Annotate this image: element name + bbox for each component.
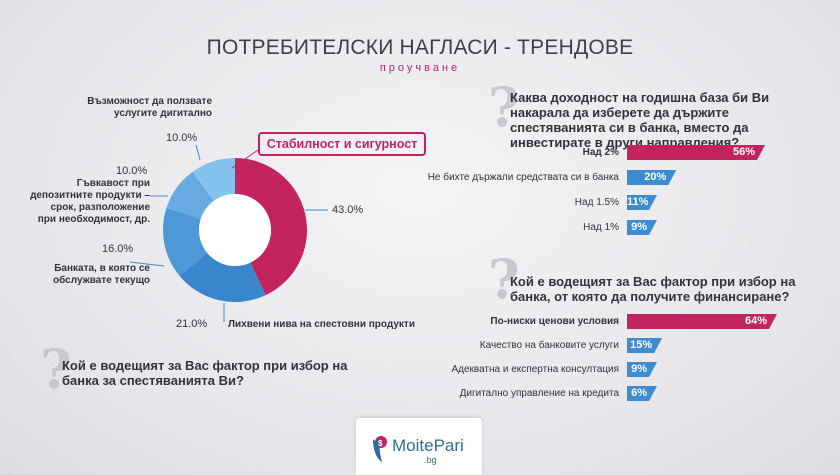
bar-label: Дигитално управление на кредита (459, 388, 619, 399)
question-mark-icon: ? (40, 337, 72, 401)
bars-bottom-question: Кой е водещият за Вас фактор при избор н… (510, 274, 796, 304)
bar-label: Над 1.5% (574, 197, 619, 208)
moitepari-logo-icon: $ (373, 436, 387, 462)
bar-value-label: 9% (631, 221, 647, 233)
pie-question: Кой е водещият за Вас фактор при избор н… (62, 358, 348, 388)
pie-label-flexibility: Гъвкавост при депозитните продукти – сро… (30, 178, 150, 225)
bar (627, 386, 657, 401)
bar (627, 338, 662, 353)
bar-label: Не бихте държали средствата си в банка (427, 172, 619, 183)
question-mark-icon: ? (488, 247, 520, 311)
pie-top-badge: Стабилност и сигурност (258, 132, 426, 156)
pie-value-current-bank: 16.0% (102, 243, 134, 255)
connector-current-bank (129, 261, 165, 267)
donut-hole (199, 194, 271, 266)
pie-label-digital: Възможност да ползвате услугите дигиталн… (87, 96, 212, 119)
page-subtitle: проучване (379, 62, 461, 74)
connector-digital (195, 144, 201, 161)
question-mark-icon: ? (488, 75, 520, 139)
pie-value-stability: 43.0% (332, 204, 364, 216)
bar (627, 145, 765, 160)
svg-text:$: $ (378, 439, 383, 448)
footer-logo-box: $ MoitePari .bg (356, 418, 482, 475)
bar-label: Над 1% (583, 222, 619, 233)
pie-slice-4 (192, 158, 235, 201)
bar-label: Адекватна и експертна консултация (451, 364, 619, 375)
pie-label-interest: Лихвени нива на спестовни продукти (228, 319, 415, 330)
bar-value-label: 9% (631, 363, 647, 375)
bar-value-label: 56% (732, 146, 755, 158)
pie-label-current-bank: Банката, в която се обслужвате текущо (53, 263, 150, 286)
pie-slice-3 (166, 171, 214, 219)
bar (627, 170, 676, 185)
pie-slice-1 (179, 252, 266, 302)
bar (627, 362, 657, 377)
bar-label: Качество на банковите услуги (479, 340, 619, 351)
bar (627, 195, 657, 210)
pie-value-digital: 10.0% (166, 132, 198, 144)
logo-text: MoitePari (392, 436, 464, 455)
pie-slice-2 (163, 207, 208, 276)
bar-label: По-ниски ценови условия (490, 316, 619, 327)
page-title: ПОТРЕБИТЕЛСКИ НАГЛАСИ - ТРЕНДОВЕ (206, 36, 634, 59)
bar (627, 220, 657, 235)
bar-value-label: 6% (631, 387, 647, 399)
bar (627, 314, 777, 329)
bar-value-label: 11% (627, 196, 649, 208)
bar-value-label: 20% (644, 171, 667, 183)
pie-value-interest: 21.0% (176, 318, 208, 330)
pie-slice-0 (235, 158, 307, 296)
pie-value-flexibility: 10.0% (116, 165, 148, 177)
bar-label: Над 2% (582, 147, 619, 158)
logo-sub: .bg (424, 455, 437, 465)
bar-value-label: 15% (630, 339, 653, 351)
donut-chart (163, 158, 307, 302)
bars-top-question: Каква доходност на годишна база би Ви на… (510, 90, 770, 150)
bar-value-label: 64% (744, 315, 767, 327)
badge-connector (231, 149, 259, 169)
